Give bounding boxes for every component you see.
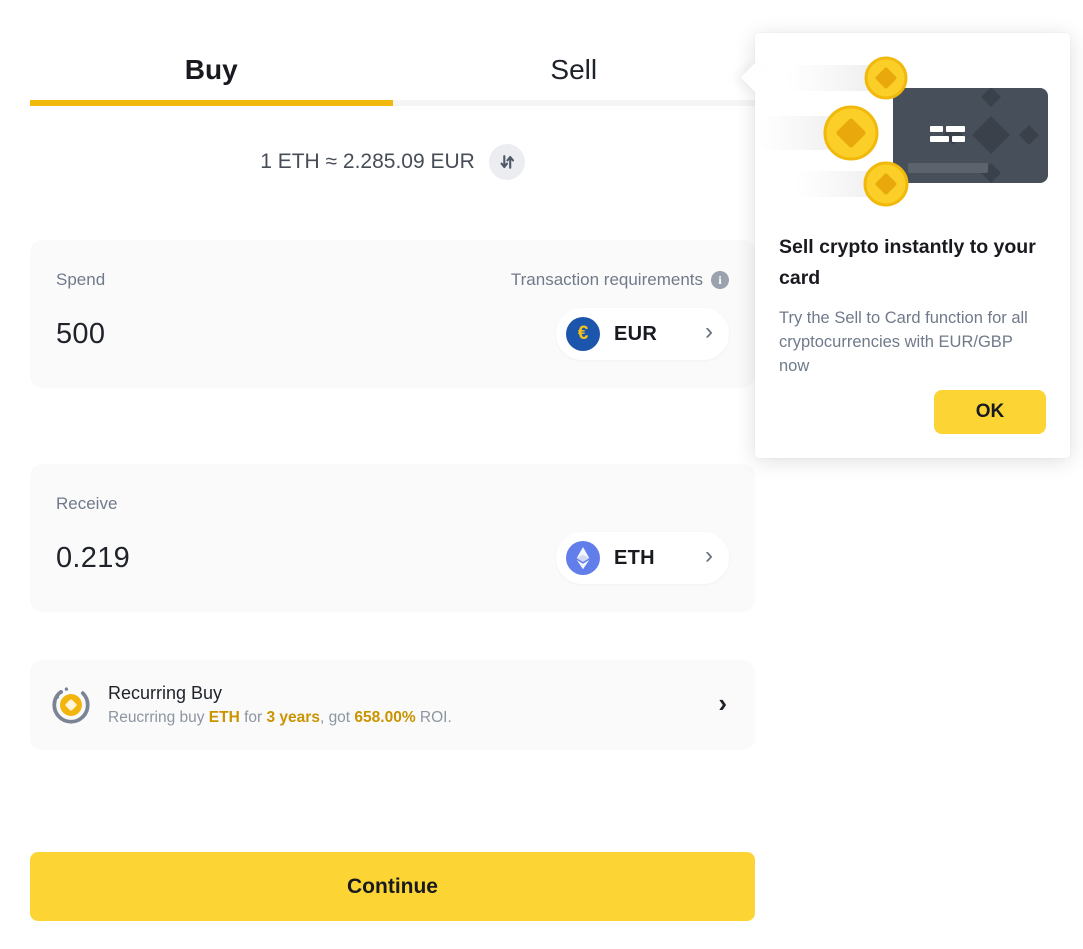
chevron-right-icon: › — [705, 542, 713, 569]
info-icon[interactable]: i — [711, 271, 729, 289]
tab-buy[interactable]: Buy — [184, 54, 238, 85]
chevron-right-icon: › — [705, 318, 713, 345]
popup-body: Try the Sell to Card function for all cr… — [779, 309, 1028, 375]
receive-label: Receive — [56, 494, 118, 513]
recurring-title: Recurring Buy — [108, 683, 223, 703]
coins-to-card-illustration — [755, 49, 1070, 219]
swap-rate-button[interactable] — [488, 144, 525, 180]
tab-underline-track — [30, 100, 755, 106]
subtitle-mid2: , got — [319, 709, 355, 726]
tab-bar: Buy Sell — [30, 44, 755, 96]
recurring-buy-row[interactable]: Recurring Buy Reucrring buy ETH for 3 ye… — [30, 660, 755, 750]
ok-button[interactable]: OK — [934, 390, 1046, 434]
spend-panel: Spend Transaction requirements i 500 € E… — [30, 240, 755, 388]
subtitle-suffix: ROI. — [415, 709, 452, 726]
euro-coin-icon: € — [566, 317, 600, 351]
swap-vertical-icon — [497, 152, 517, 172]
exchange-rate: 1 ETH ≈ 2.285.09 EUR — [260, 150, 475, 173]
euro-glyph: € — [577, 323, 589, 344]
ethereum-icon — [566, 541, 600, 575]
currency-code: ETH — [614, 546, 655, 569]
rate-row: 1 ETH ≈ 2.285.09 EUR — [30, 144, 755, 180]
transaction-requirements-label: Transaction requirements — [510, 270, 703, 289]
currency-selector-eur[interactable]: € EUR › — [556, 308, 729, 360]
sell-to-card-popup: Sell crypto instantly to your card Try t… — [740, 33, 1070, 458]
subtitle-asset: ETH — [208, 709, 240, 726]
currency-selector-eth[interactable]: ETH › — [556, 532, 729, 584]
chevron-right-icon: › — [718, 687, 727, 718]
transaction-requirements: Transaction requirements i — [511, 270, 729, 290]
subtitle-mid1: for — [239, 709, 267, 726]
receive-amount-input[interactable]: 0.219 — [56, 541, 131, 574]
spend-label: Spend — [56, 270, 106, 289]
recurring-texts: Recurring Buy Reucrring buy ETH for 3 ye… — [108, 683, 452, 727]
continue-button[interactable]: Continue — [30, 852, 755, 921]
tab-underline-active — [30, 100, 393, 106]
currency-code: EUR — [614, 322, 658, 345]
subtitle-duration: 3 years — [266, 709, 320, 726]
subtitle-roi: 658.00% — [354, 709, 416, 726]
tab-sell[interactable]: Sell — [550, 54, 598, 85]
spend-amount-input[interactable]: 500 — [56, 317, 106, 350]
popup-title: Sell crypto instantly to your card — [779, 236, 1036, 289]
recurring-coin-icon — [48, 682, 94, 728]
recurring-subtitle: Reucrring buy ETH for 3 years, got 658.0… — [108, 709, 452, 727]
subtitle-prefix: Reucrring buy — [108, 709, 209, 726]
receive-panel: Receive 0.219 ETH › — [30, 464, 755, 612]
